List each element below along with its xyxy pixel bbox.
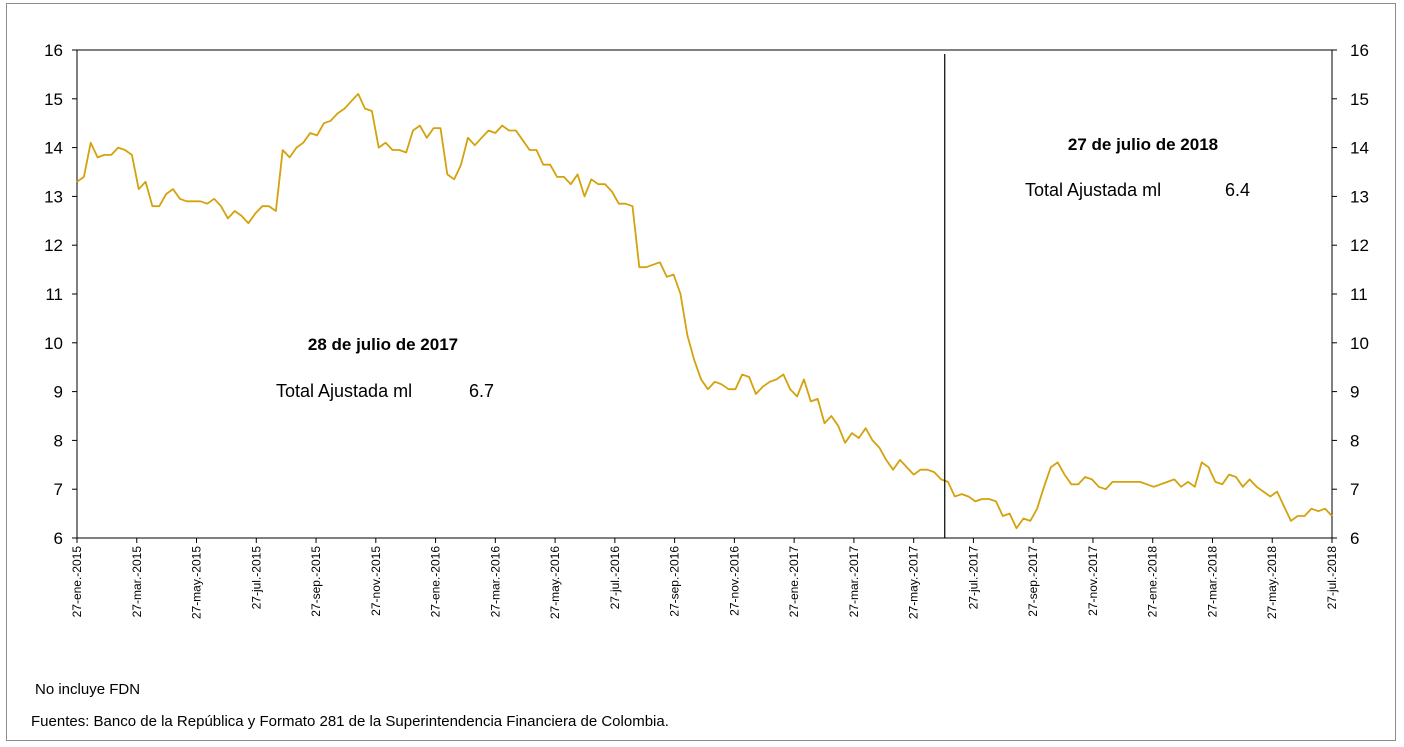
x-tick-label: 27-jul.-2015 xyxy=(249,546,263,610)
y-tick-left-label: 7 xyxy=(54,480,63,499)
y-tick-left-label: 9 xyxy=(54,383,63,402)
series-line xyxy=(76,93,1333,530)
y-tick-right-label: 9 xyxy=(1350,383,1359,402)
x-tick-label: 27-sep.-2015 xyxy=(309,546,323,617)
y-tick-right-label: 16 xyxy=(1350,41,1369,60)
x-tick-label: 27-may.-2015 xyxy=(190,546,204,619)
annotation-1-title: 28 de julio de 2017 xyxy=(308,335,458,354)
y-axis-right-ticks: 6 7 8 9 10 11 12 13 14 15 16 xyxy=(1332,41,1369,548)
x-tick-label: 27-jul.-2018 xyxy=(1325,546,1339,610)
sources-note: Fuentes: Banco de la República y Formato… xyxy=(31,713,669,730)
x-tick-label: 27-mar.-2017 xyxy=(847,546,861,618)
y-tick-right-label: 13 xyxy=(1350,187,1369,206)
y-tick-left-label: 15 xyxy=(44,90,63,109)
y-tick-right-label: 12 xyxy=(1350,236,1369,255)
x-tick-label: 27-sep.-2016 xyxy=(668,546,682,617)
y-tick-left-label: 16 xyxy=(44,41,63,60)
y-tick-left-label: 13 xyxy=(44,187,63,206)
x-tick-label: 27-ene.-2018 xyxy=(1146,546,1160,618)
x-tick-label: 27-may.-2017 xyxy=(907,546,921,619)
y-tick-right-label: 6 xyxy=(1350,529,1359,548)
x-tick-label: 27-mar.-2016 xyxy=(488,546,502,618)
y-axis-left-ticks: 6 7 8 9 10 11 12 13 14 15 16 xyxy=(44,41,77,548)
x-tick-label: 27-nov.-2016 xyxy=(727,546,741,616)
annotation-2-label: Total Ajustada ml xyxy=(1025,180,1161,200)
annotation-1-value: 6.7 xyxy=(469,381,494,401)
y-tick-right-label: 14 xyxy=(1350,139,1369,158)
x-tick-label: 27-may.-2018 xyxy=(1265,546,1279,619)
x-tick-label: 27-jul.-2016 xyxy=(608,546,622,610)
chart-frame: 6 7 8 9 10 11 12 13 14 15 16 6 7 8 9 10 11 12 13 14 15 16 27… xyxy=(6,3,1396,741)
x-tick-label: 27-ene.-2017 xyxy=(787,546,801,618)
y-tick-left-label: 12 xyxy=(44,236,63,255)
y-tick-left-label: 6 xyxy=(54,529,63,548)
y-tick-right-label: 7 xyxy=(1350,480,1359,499)
x-tick-label: 27-mar.-2018 xyxy=(1205,546,1219,618)
x-tick-label: 27-ene.-2015 xyxy=(70,546,84,618)
y-tick-left-label: 8 xyxy=(54,431,63,450)
x-tick-label: 27-sep.-2017 xyxy=(1026,546,1040,617)
annotation-2-value: 6.4 xyxy=(1225,180,1250,200)
plot-area-border xyxy=(76,49,1333,539)
annotation-1-label: Total Ajustada ml xyxy=(276,381,412,401)
annotation-2-title: 27 de julio de 2018 xyxy=(1068,135,1218,154)
y-tick-right-label: 15 xyxy=(1350,90,1369,109)
y-tick-left-label: 11 xyxy=(45,285,63,304)
line-chart: 6 7 8 9 10 11 12 13 14 15 16 6 7 8 9 10 11 12 13 14 15 16 27… xyxy=(44,41,1369,619)
y-tick-right-label: 10 xyxy=(1350,334,1369,353)
x-tick-label: 27-mar.-2015 xyxy=(130,546,144,618)
x-tick-label: 27-may.-2016 xyxy=(548,546,562,619)
chart-axes xyxy=(76,49,1333,539)
y-tick-left-label: 14 xyxy=(44,139,63,158)
x-axis-ticks: 27-ene.-2015 27-mar.-2015 27-may.-2015 27-j… xyxy=(70,538,1339,619)
x-tick-label: 27-nov.-2015 xyxy=(369,546,383,616)
footnote: No incluye FDN xyxy=(35,681,141,698)
x-tick-label: 27-jul.-2017 xyxy=(966,546,980,610)
x-tick-label: 27-ene.-2016 xyxy=(429,546,443,618)
y-tick-right-label: 11 xyxy=(1350,285,1368,304)
x-tick-label: 27-nov.-2017 xyxy=(1086,546,1100,616)
y-tick-right-label: 8 xyxy=(1350,431,1359,450)
y-tick-left-label: 10 xyxy=(44,334,63,353)
